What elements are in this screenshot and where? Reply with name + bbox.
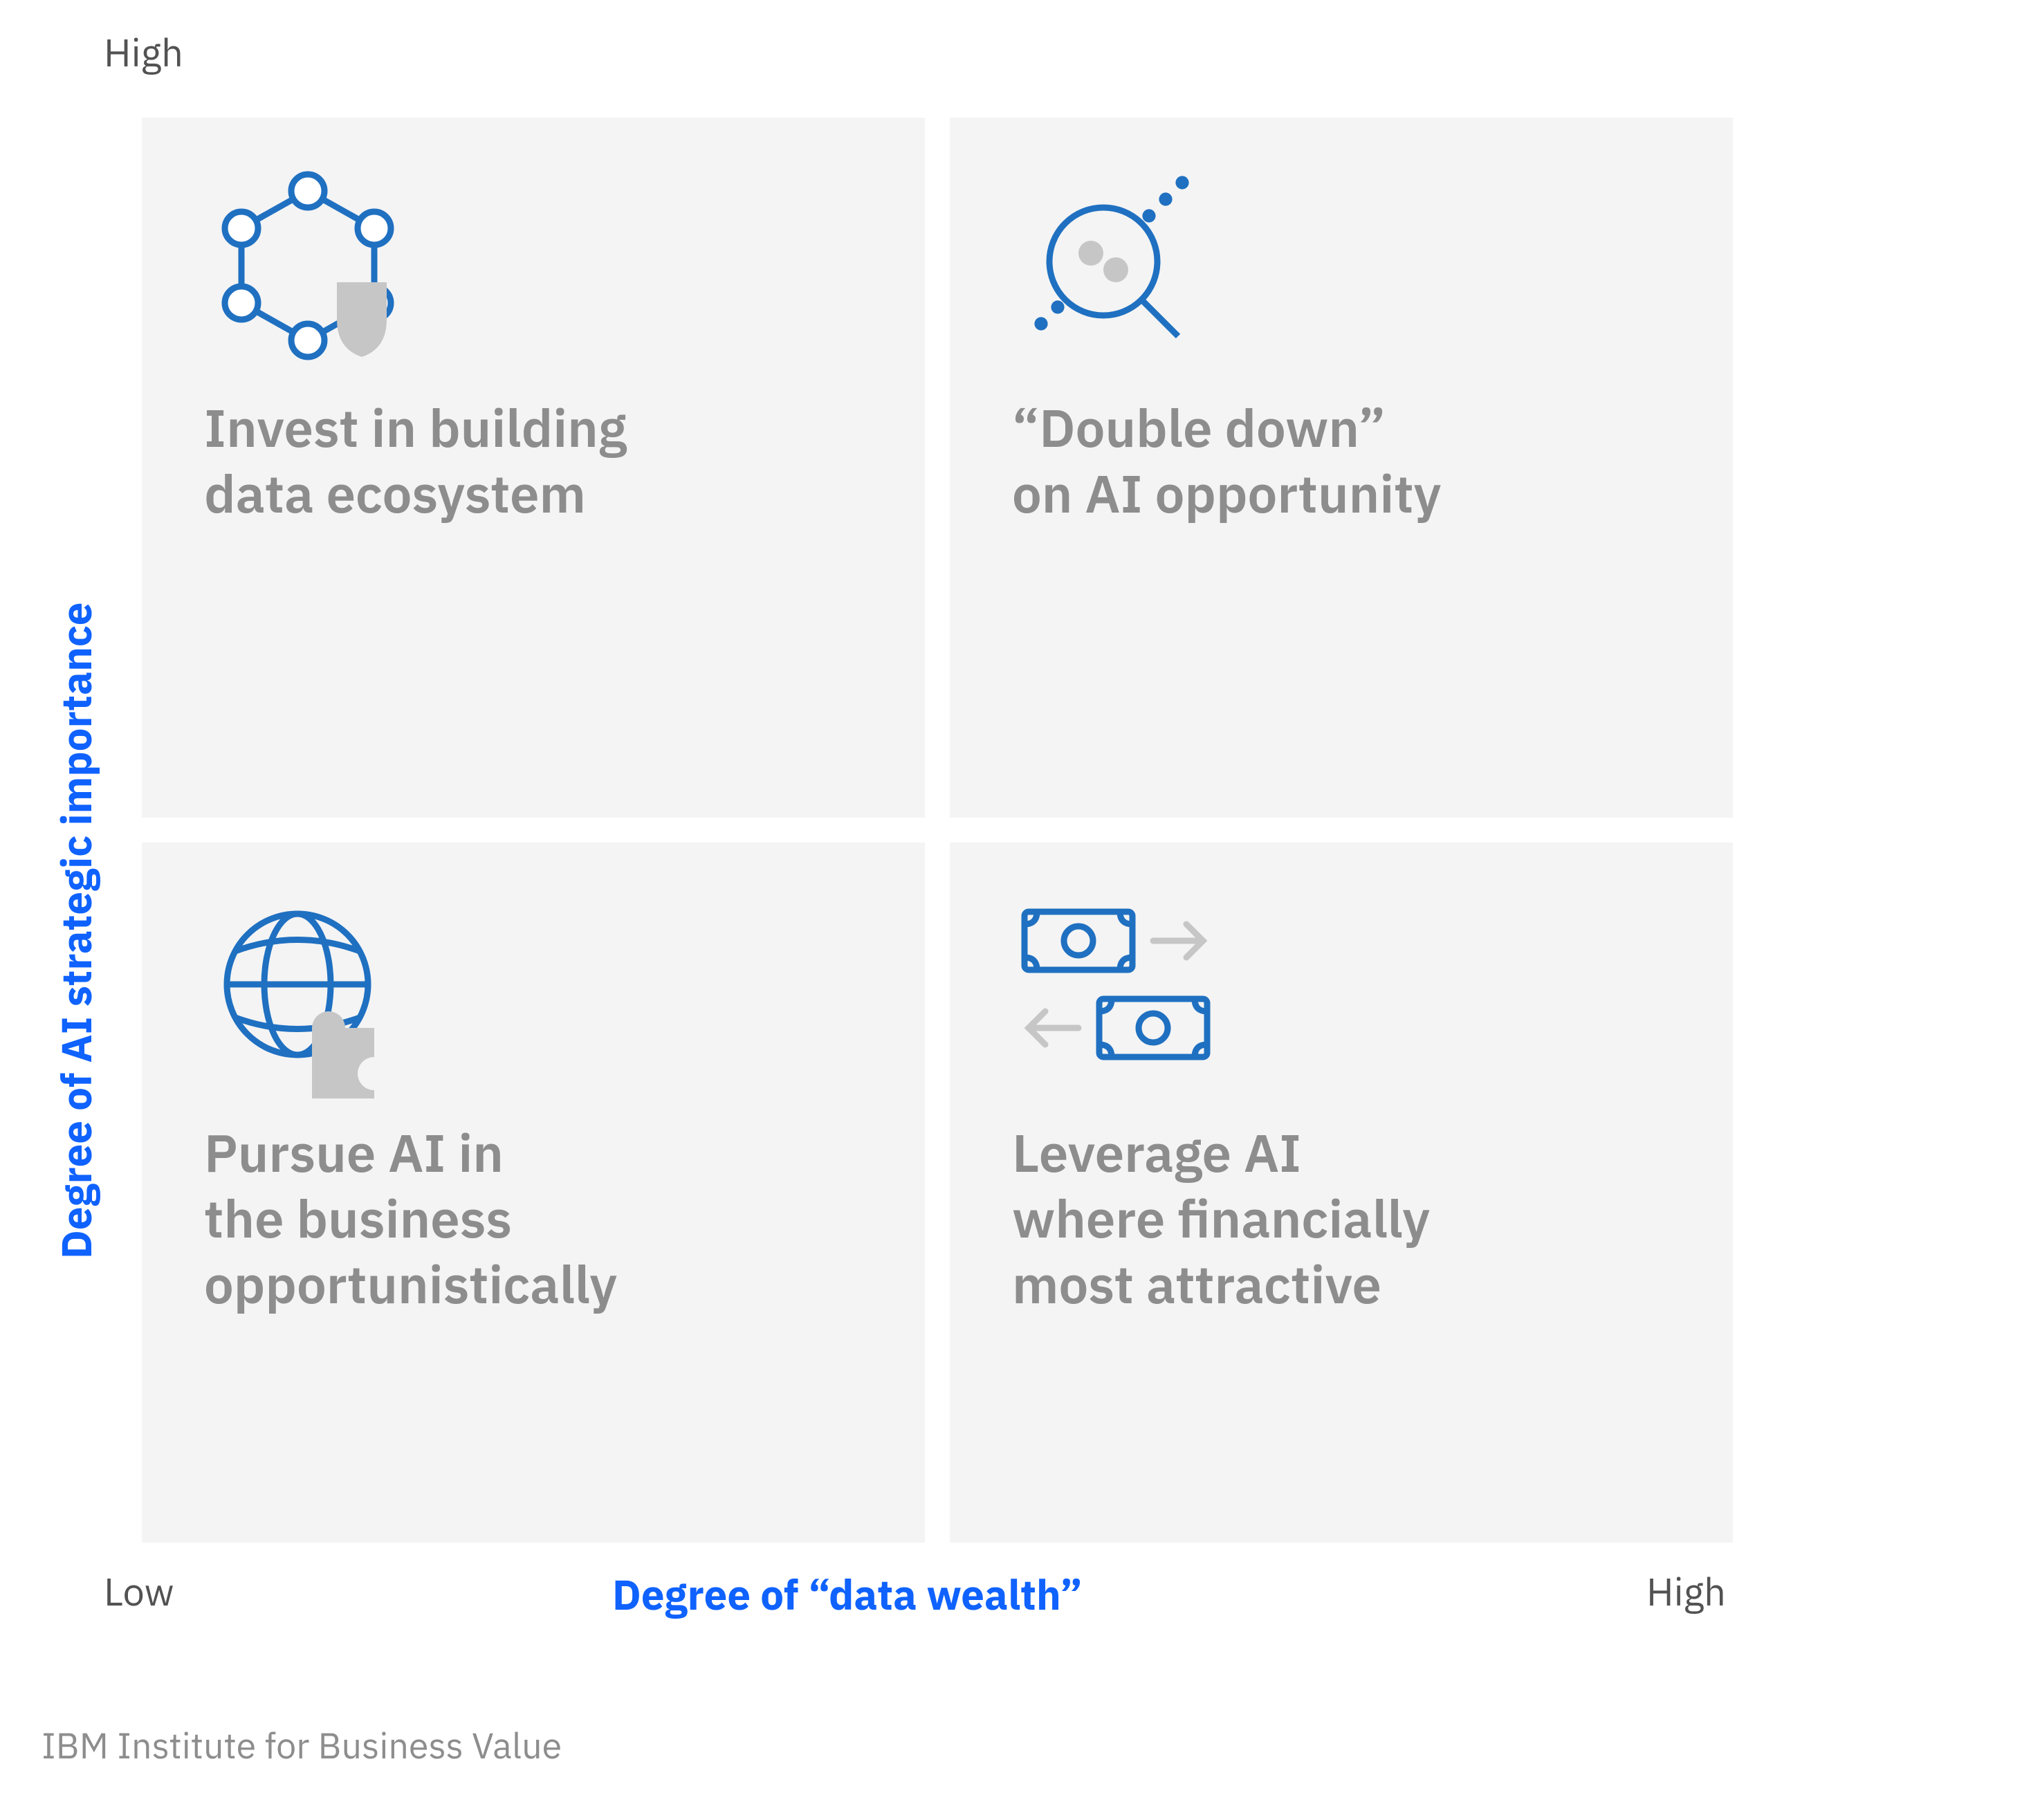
tl-line1: Invest in building: [204, 393, 627, 461]
quadrant-bottom-left-text: Pursue AI in the business opportunistica…: [204, 1119, 870, 1316]
tl-line2: data ecosystem: [204, 459, 586, 527]
x-axis-title: Degree of “data wealth”: [612, 1567, 1083, 1621]
y-axis-title: Degree of AI strategic importance: [48, 603, 103, 1259]
money-exchange-icon: [1012, 891, 1220, 1099]
br-line2: where financially: [1012, 1184, 1430, 1252]
quadrant-top-left: Invest in building data ecosystem: [142, 118, 925, 818]
quadrant-grid: Invest in building data ecosystem: [142, 118, 1733, 1543]
tr-line2: on AI opportunity: [1012, 459, 1441, 527]
x-axis-low-label: Low: [104, 1567, 174, 1617]
quadrant-bottom-right-text: Leverage AI where financially most attra…: [1012, 1119, 1678, 1316]
br-line1: Leverage AI: [1012, 1118, 1301, 1186]
quadrant-top-right-text: “Double down” on AI opportunity: [1012, 394, 1678, 526]
y-axis-high-label: High: [104, 28, 183, 77]
quadrant-top-left-text: Invest in building data ecosystem: [204, 394, 870, 526]
quadrant-top-right: “Double down” on AI opportunity: [950, 118, 1733, 818]
quadrant-bottom-right: Leverage AI where financially most attra…: [950, 843, 1733, 1543]
quadrant-bottom-left: Pursue AI in the business opportunistica…: [142, 843, 925, 1543]
matrix-canvas: High Degree of AI strategic importance: [0, 0, 2040, 1820]
magnifier-dots-icon: [1012, 166, 1220, 374]
tr-line1: “Double down”: [1012, 393, 1386, 461]
hexagon-network-icon: [204, 166, 412, 374]
bl-line3: opportunistically: [204, 1249, 617, 1318]
globe-puzzle-icon: [204, 891, 412, 1099]
bl-line2: the business: [204, 1184, 512, 1252]
x-axis-high-label: High: [1646, 1567, 1726, 1617]
bl-line1: Pursue AI in: [204, 1118, 504, 1186]
source-attribution: IBM Institute for Business Value: [42, 1722, 562, 1769]
br-line3: most attractive: [1012, 1249, 1381, 1318]
